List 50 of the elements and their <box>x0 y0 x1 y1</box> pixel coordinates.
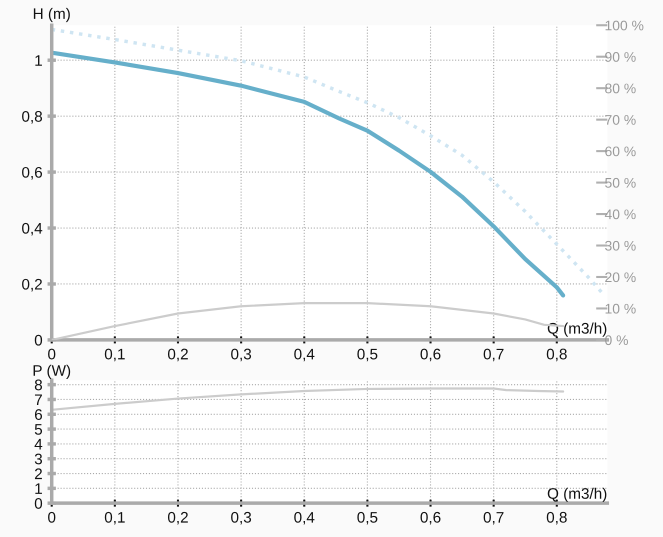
y2-tick-label: 80 % <box>605 84 636 94</box>
y-axis-title: H (m) <box>34 8 70 22</box>
y2-tick-label: 90 % <box>605 52 636 62</box>
y2-tick-label: 20 % <box>605 272 636 282</box>
y2-tick-label: 40 % <box>604 209 636 220</box>
y2-tick-label: 30 % <box>605 240 636 251</box>
x-tick-label: 0,4 <box>294 348 314 362</box>
y-tick-label: 0,2 <box>22 278 42 292</box>
y2-tick-label: 60 % <box>605 146 636 156</box>
line-series <box>52 50 566 298</box>
y2-tick-label: 50 % <box>605 178 636 188</box>
y2-tick-label: 70 % <box>605 114 636 125</box>
y-tick-label: 4 <box>34 438 42 450</box>
y-tick-label: 8 <box>34 380 42 390</box>
x-tick-label: 0 <box>48 348 56 360</box>
y2-tick-label: 0 % <box>605 335 628 346</box>
y-tick-label: 0,4 <box>22 222 42 236</box>
y-tick-label: 0 <box>34 498 42 509</box>
y-tick-label: 7 <box>34 394 42 405</box>
line-series <box>52 387 564 411</box>
y2-tick-label: 10 % <box>606 304 636 314</box>
y-tick-label: 3 <box>34 454 42 464</box>
y-tick-label: 1 <box>35 483 42 494</box>
x-tick-label: 0,2 <box>168 348 188 362</box>
y-tick-label: 0,8 <box>22 111 42 124</box>
y2-tick-label: 100 % <box>606 20 644 30</box>
line-series <box>52 302 564 340</box>
x-tick-label: 0,2 <box>168 512 188 525</box>
x-tick-label: 0,5 <box>357 512 378 525</box>
x-tick-label: 0,4 <box>294 512 314 525</box>
x-tick-label: 0,1 <box>104 512 125 525</box>
y-tick-label: 0,6 <box>22 166 42 180</box>
x-tick-label: 0,3 <box>231 348 252 362</box>
x-tick-label: 0,7 <box>484 348 504 362</box>
y-axis-title: P (W) <box>34 364 70 379</box>
x-tick-label: 0,6 <box>420 348 440 362</box>
x-tick-label: 0,3 <box>231 512 252 525</box>
x-tick-label: 0,5 <box>357 348 378 362</box>
y-tick-label: 1 <box>35 55 42 66</box>
x-tick-label: 0,8 <box>546 512 567 525</box>
x-tick-label: 0 <box>48 512 56 523</box>
y-tick-label: 5 <box>34 424 42 435</box>
y-tick-label: 6 <box>34 409 42 420</box>
x-tick-label: 0,8 <box>546 348 567 362</box>
x-tick-label: 0,1 <box>104 348 125 362</box>
y-tick-label: 0 <box>34 334 42 346</box>
y-tick-label: 2 <box>34 468 42 480</box>
x-axis-title: Q (m3/h) <box>548 488 606 502</box>
x-tick-label: 0,6 <box>420 512 440 525</box>
x-tick-label: 0,7 <box>484 512 504 525</box>
